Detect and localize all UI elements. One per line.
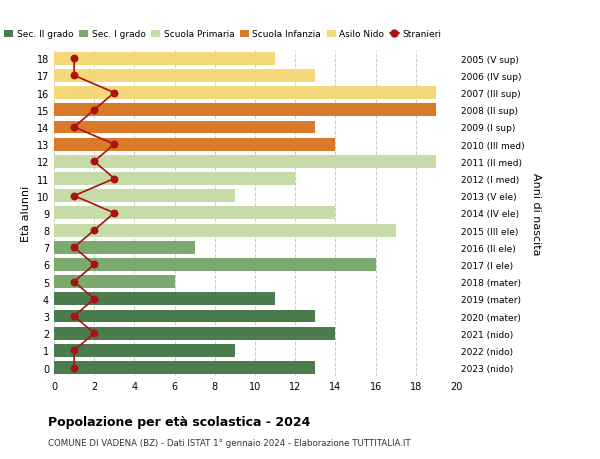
Bar [54,224,396,237]
Point [89,227,99,234]
Bar [54,258,376,271]
Point [89,261,99,269]
Legend: Sec. II grado, Sec. I grado, Scuola Primaria, Scuola Infanzia, Asilo Nido, Stran: Sec. II grado, Sec. I grado, Scuola Prim… [1,27,445,43]
Bar [54,53,275,66]
Point [89,296,99,303]
Bar [54,139,335,151]
Bar [54,293,275,306]
Point [110,175,119,183]
Point [89,330,99,337]
Point [69,364,79,371]
Y-axis label: Anni di nascita: Anni di nascita [531,172,541,255]
Y-axis label: Età alunni: Età alunni [21,185,31,241]
Bar [54,361,316,374]
Bar [54,70,316,83]
Point [69,124,79,131]
Point [69,73,79,80]
Bar [54,207,335,220]
Point [110,141,119,149]
Bar [54,173,295,185]
Bar [54,310,316,323]
Point [110,210,119,217]
Bar [54,190,235,203]
Point [69,244,79,252]
Text: Popolazione per età scolastica - 2024: Popolazione per età scolastica - 2024 [48,415,310,428]
Bar [54,104,436,117]
Bar [54,156,436,168]
Point [89,158,99,166]
Bar [54,241,195,254]
Point [69,313,79,320]
Point [69,56,79,63]
Point [69,347,79,354]
Bar [54,344,235,357]
Text: COMUNE DI VADENA (BZ) - Dati ISTAT 1° gennaio 2024 - Elaborazione TUTTITALIA.IT: COMUNE DI VADENA (BZ) - Dati ISTAT 1° ge… [48,438,410,448]
Point [69,278,79,285]
Point [110,90,119,97]
Bar [54,275,175,288]
Bar [54,121,316,134]
Point [69,193,79,200]
Bar [54,327,335,340]
Bar [54,87,436,100]
Point [89,107,99,114]
